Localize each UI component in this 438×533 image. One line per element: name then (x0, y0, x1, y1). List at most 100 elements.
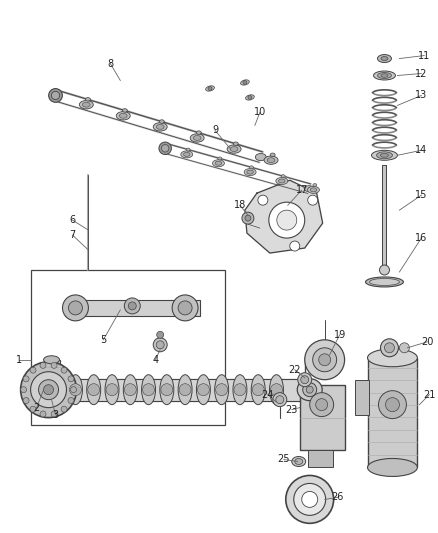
Circle shape (271, 384, 283, 395)
Ellipse shape (193, 135, 201, 140)
Circle shape (378, 391, 406, 418)
Ellipse shape (212, 160, 224, 167)
Ellipse shape (218, 157, 222, 160)
Ellipse shape (297, 379, 322, 401)
Ellipse shape (159, 142, 171, 155)
Text: 26: 26 (332, 492, 344, 503)
Circle shape (23, 398, 29, 403)
Text: 10: 10 (254, 108, 266, 117)
Ellipse shape (87, 375, 101, 405)
Circle shape (269, 202, 305, 238)
Ellipse shape (367, 458, 417, 477)
Circle shape (39, 379, 59, 400)
Text: 22: 22 (289, 365, 301, 375)
Circle shape (30, 406, 36, 412)
Ellipse shape (269, 375, 283, 405)
Circle shape (68, 301, 82, 315)
Circle shape (277, 210, 297, 230)
Text: 6: 6 (69, 215, 75, 225)
Circle shape (43, 385, 53, 394)
Ellipse shape (153, 123, 167, 131)
Circle shape (157, 332, 164, 338)
Circle shape (208, 86, 212, 91)
Ellipse shape (160, 375, 174, 405)
Ellipse shape (267, 158, 275, 163)
Text: 13: 13 (415, 91, 427, 100)
Circle shape (172, 295, 198, 321)
Ellipse shape (303, 383, 317, 397)
Ellipse shape (215, 161, 222, 165)
Text: 21: 21 (423, 390, 435, 400)
Ellipse shape (181, 151, 193, 158)
Circle shape (313, 348, 337, 372)
Ellipse shape (310, 188, 317, 192)
Circle shape (30, 367, 36, 373)
Ellipse shape (244, 168, 256, 175)
Circle shape (63, 295, 88, 321)
Ellipse shape (250, 166, 254, 169)
Circle shape (51, 362, 57, 368)
Text: 2: 2 (33, 402, 40, 413)
Ellipse shape (264, 156, 278, 164)
Ellipse shape (233, 142, 238, 146)
Ellipse shape (366, 277, 403, 287)
Circle shape (61, 367, 67, 373)
Ellipse shape (367, 349, 417, 367)
Ellipse shape (227, 145, 241, 154)
Circle shape (61, 406, 67, 412)
Circle shape (286, 475, 334, 523)
Circle shape (258, 195, 268, 205)
Ellipse shape (190, 134, 204, 142)
Ellipse shape (186, 148, 190, 151)
Circle shape (128, 302, 136, 310)
Ellipse shape (381, 56, 388, 61)
Circle shape (31, 372, 67, 408)
Circle shape (68, 398, 74, 403)
Ellipse shape (156, 124, 164, 130)
Ellipse shape (292, 456, 306, 466)
Ellipse shape (159, 120, 164, 123)
Text: 12: 12 (415, 69, 427, 78)
Ellipse shape (251, 375, 265, 405)
Ellipse shape (43, 394, 60, 402)
Circle shape (316, 399, 328, 410)
Text: 25: 25 (278, 455, 290, 464)
Ellipse shape (247, 170, 253, 174)
Ellipse shape (370, 278, 399, 286)
Circle shape (242, 212, 254, 224)
Ellipse shape (306, 386, 313, 393)
Circle shape (381, 339, 399, 357)
Circle shape (215, 384, 228, 395)
Ellipse shape (196, 375, 210, 405)
Circle shape (252, 384, 264, 395)
Ellipse shape (184, 152, 190, 156)
Circle shape (301, 376, 309, 384)
Ellipse shape (230, 147, 238, 151)
Circle shape (290, 241, 300, 251)
Circle shape (310, 393, 334, 417)
Ellipse shape (215, 375, 229, 405)
Ellipse shape (381, 154, 389, 157)
Text: 8: 8 (107, 59, 113, 69)
Ellipse shape (120, 114, 127, 118)
Text: 9: 9 (212, 125, 218, 135)
Circle shape (88, 384, 100, 395)
Circle shape (143, 384, 155, 395)
Circle shape (319, 354, 331, 366)
Ellipse shape (374, 71, 396, 80)
Circle shape (156, 341, 164, 349)
Ellipse shape (51, 91, 60, 100)
Bar (355, 379, 368, 415)
Ellipse shape (379, 265, 389, 275)
Ellipse shape (281, 175, 285, 177)
Circle shape (308, 195, 318, 205)
Circle shape (71, 386, 77, 393)
Text: 3: 3 (53, 410, 59, 419)
Ellipse shape (124, 375, 137, 405)
Circle shape (305, 340, 345, 379)
Circle shape (40, 362, 46, 368)
Circle shape (298, 373, 312, 386)
Ellipse shape (279, 179, 285, 183)
Ellipse shape (255, 154, 266, 160)
Bar (43, 360, 60, 398)
